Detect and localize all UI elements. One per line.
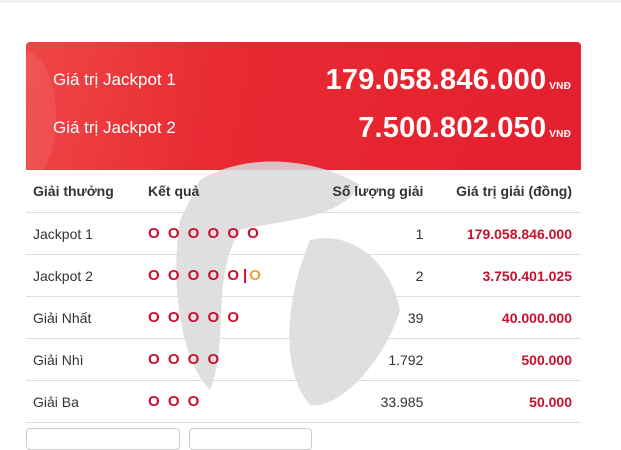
jackpot-1-value: 179.058.846.000 VNĐ <box>325 63 571 96</box>
jackpot-2-label: Giá trị Jackpot 2 <box>53 118 176 137</box>
prize-value: 50.000 <box>424 380 581 423</box>
special-number: O <box>249 267 263 284</box>
prize-name: Jackpot 2 <box>26 254 147 297</box>
header-result: Kết quả <box>148 183 200 199</box>
jackpot-2-value: 7.500.802.050 VNĐ <box>358 111 571 144</box>
top-divider <box>0 0 621 3</box>
prize-count: 33.985 <box>292 380 425 423</box>
header-value: Giá trị giải (đồng) <box>456 183 572 199</box>
prize-count: 39 <box>292 296 425 339</box>
jackpot-1-label: Giá trị Jackpot 1 <box>53 70 176 89</box>
prize-count: 1.792 <box>292 338 425 381</box>
prize-value: 3.750.401.025 <box>424 254 581 297</box>
bottom-button-2[interactable] <box>189 428 312 450</box>
prize-count: 2 <box>292 254 425 297</box>
prize-value: 179.058.846.000 <box>424 212 581 255</box>
jackpot-2-row: Giá trị Jackpot 2 7.500.802.050 VNĐ <box>26 108 581 148</box>
result: O O O O O O <box>147 212 293 255</box>
prize-value: 40.000.000 <box>424 296 581 339</box>
prize-name: Giải Ba <box>26 380 147 423</box>
table-row: Giải Nhất O O O O O 39 40.000.000 <box>26 296 581 339</box>
header-count: Số lượng giải <box>332 183 424 199</box>
prize-value: 500.000 <box>424 338 581 381</box>
header-prize: Giải thưởng <box>33 183 114 199</box>
prize-name: Giải Nhì <box>26 338 147 381</box>
table-row: Giải Ba O O O 33.985 50.000 <box>26 380 581 423</box>
prize-table: Giải thưởng Kết quả Số lượng giải Giá tr… <box>26 170 581 423</box>
prize-name: Jackpot 1 <box>26 212 147 255</box>
result: O O O O <box>147 338 293 381</box>
prize-count: 1 <box>292 212 425 255</box>
table-row: Giải Nhì O O O O 1.792 500.000 <box>26 338 581 381</box>
result: O O O O O <box>147 296 293 339</box>
result: O O O O O | O <box>147 254 293 297</box>
bottom-button-1[interactable] <box>26 428 180 450</box>
table-row: Jackpot 1 O O O O O O 1 179.058.846.000 <box>26 212 581 255</box>
jackpot-1-row: Giá trị Jackpot 1 179.058.846.000 VNĐ <box>26 60 581 100</box>
result: O O O <box>147 380 293 423</box>
table-header: Giải thưởng Kết quả Số lượng giải Giá tr… <box>26 170 581 213</box>
prize-name: Giải Nhất <box>26 296 147 339</box>
jackpot-banner: Giá trị Jackpot 1 179.058.846.000 VNĐ Giá… <box>26 42 581 170</box>
table-row: Jackpot 2 O O O O O | O 2 3.750.401.025 <box>26 254 581 297</box>
